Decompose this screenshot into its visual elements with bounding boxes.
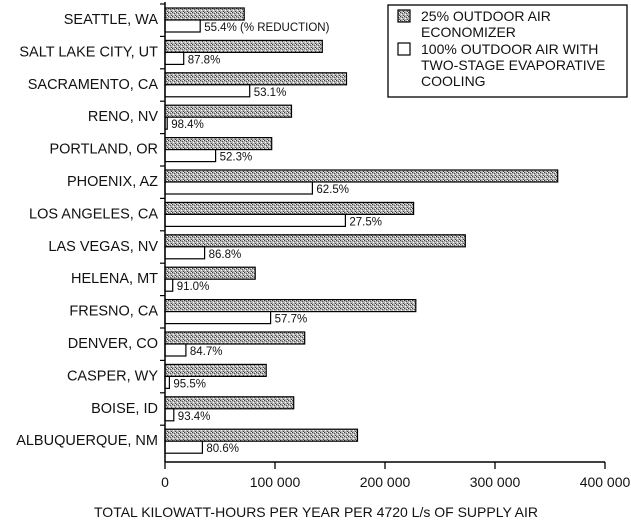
category-label: ALBUQUERQUE, NM [16, 433, 158, 449]
bar-evaporative [164, 408, 175, 422]
bar-evaporative [164, 246, 206, 260]
legend-swatch-evaporative [397, 42, 411, 56]
reduction-label: 84.7% [190, 346, 223, 358]
legend-label-evaporative: 100% OUTDOOR AIR WITH [421, 41, 598, 57]
category-label: RENO, NV [88, 109, 158, 125]
bar-economizer [164, 428, 359, 442]
bar-economizer [164, 266, 256, 280]
x-tick-label: 0 [161, 474, 169, 490]
legend-label-evaporative: COOLING [421, 73, 486, 89]
legend-swatch-economizer [397, 9, 411, 23]
category-label: LOS ANGELES, CA [29, 206, 158, 222]
category-label: PHOENIX, AZ [67, 174, 158, 190]
bar-evaporative [164, 19, 201, 33]
bar-economizer [164, 7, 245, 21]
axis-layer: SEATTLE, WA 55.4% (% REDUCTION) SALT LAKE … [16, 2, 631, 490]
bar-evaporative [164, 181, 313, 195]
category-label: FRESNO, CA [69, 304, 158, 320]
reduction-label: 27.5% [349, 216, 382, 228]
reduction-label: 62.5% [316, 184, 349, 196]
bar-evaporative [164, 51, 185, 66]
category-label: BOISE, ID [91, 401, 158, 417]
bar-evaporative [164, 213, 346, 227]
legend-label-evaporative: TWO-STAGE EVAPORATIVE [421, 57, 605, 73]
bar-evaporative [164, 343, 187, 357]
bar-economizer [164, 72, 348, 86]
x-tick-label: 100 000 [250, 474, 301, 490]
category-label: DENVER, CO [68, 336, 158, 352]
bar-evaporative [164, 84, 251, 98]
bar-economizer [164, 363, 267, 377]
reduction-label: 91.0% [177, 281, 210, 293]
legend-label-economizer: 25% OUTDOOR AIR [421, 8, 551, 24]
legend-box [387, 4, 628, 98]
bar-evaporative [164, 149, 217, 163]
category-label: LAS VEGAS, NV [48, 239, 158, 255]
x-tick-label: 400 000 [580, 474, 631, 490]
reduction-label: 53.1% [254, 87, 287, 99]
bar-economizer [164, 201, 415, 215]
reduction-label: 57.7% [275, 314, 308, 326]
reduction-label: 86.8% [209, 249, 242, 261]
reduction-label: 52.3% [220, 152, 253, 164]
category-label: SEATTLE, WA [64, 12, 159, 28]
legend-label-economizer: ECONOMIZER [421, 24, 516, 40]
reduction-label: 55.4% (% REDUCTION) [204, 22, 329, 34]
bar-economizer [164, 39, 323, 54]
category-label: HELENA, MT [71, 271, 158, 287]
bar-economizer [164, 299, 417, 313]
x-axis-title: TOTAL KILOWATT-HOURS PER YEAR PER 4720 L… [94, 504, 538, 520]
bar-evaporative [164, 311, 272, 325]
reduction-label: 93.4% [178, 411, 211, 423]
category-label: PORTLAND, OR [49, 142, 158, 158]
bar-economizer [164, 234, 466, 248]
bar-economizer [164, 104, 293, 118]
bar-evaporative [164, 440, 204, 454]
reduction-label: 80.6% [206, 443, 239, 455]
x-tick-label: 200 000 [360, 474, 411, 490]
category-label: CASPER, WY [67, 368, 158, 384]
bar-economizer [164, 396, 295, 410]
reduction-label: 98.4% [171, 119, 204, 131]
reduction-label: 87.8% [188, 54, 221, 66]
bar-economizer [164, 331, 306, 345]
category-label: SACRAMENTO, CA [28, 77, 159, 93]
category-label: SALT LAKE CITY, UT [19, 44, 158, 60]
reduction-label: 95.5% [173, 378, 206, 390]
x-tick-label: 300 000 [470, 474, 521, 490]
bar-economizer [164, 137, 273, 151]
bar-evaporative [164, 278, 174, 292]
bar-economizer [164, 169, 559, 183]
